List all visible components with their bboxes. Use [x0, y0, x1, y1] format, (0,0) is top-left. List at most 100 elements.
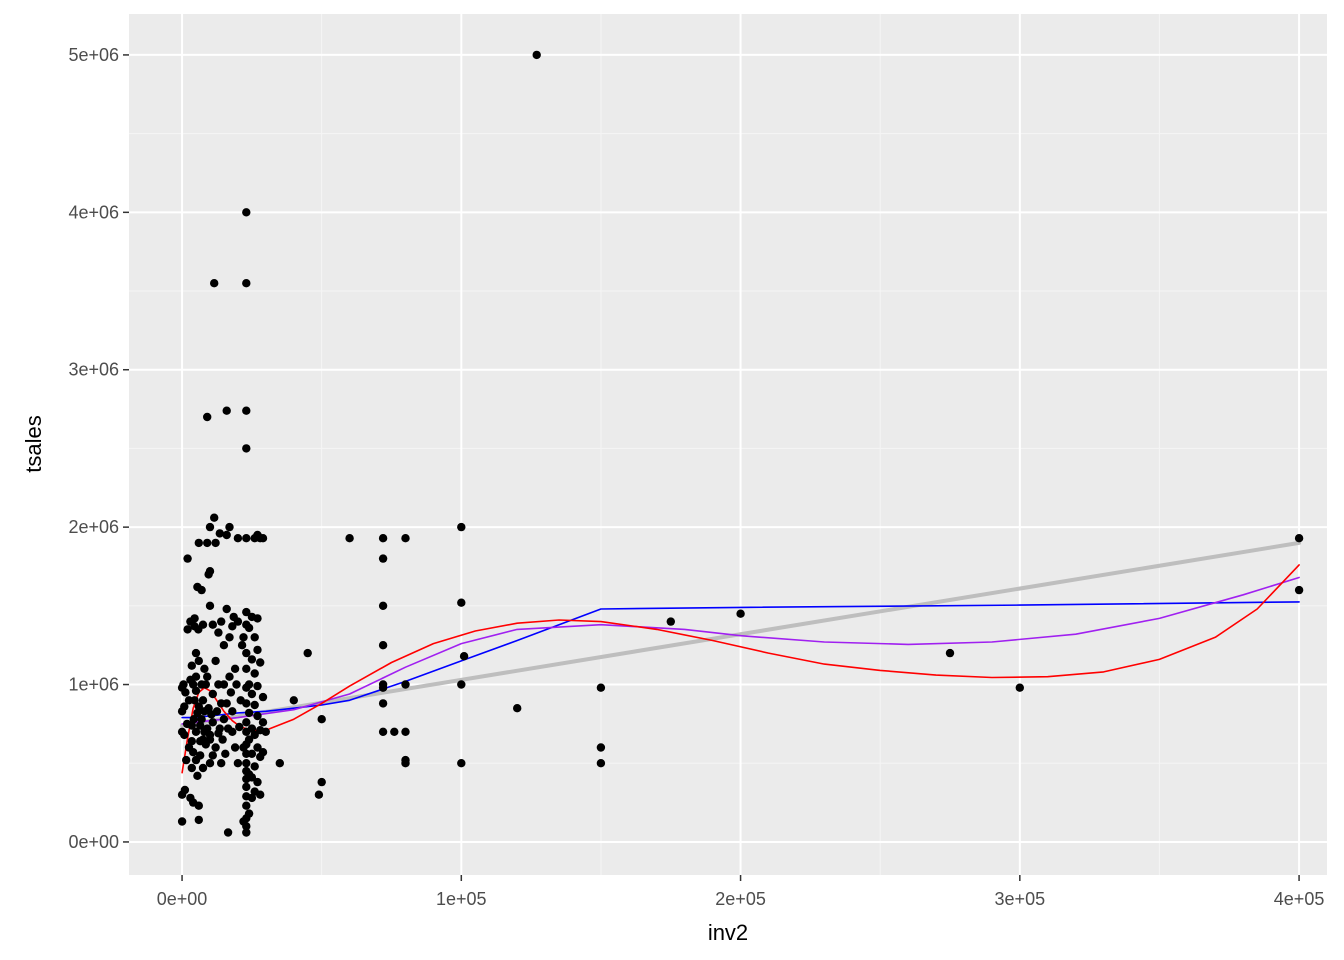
data-point [201, 680, 210, 689]
data-point [253, 777, 262, 787]
data-point [258, 534, 268, 543]
data-point [197, 715, 206, 724]
data-point [198, 620, 208, 629]
data-point [378, 699, 388, 708]
data-point [390, 727, 399, 736]
data-point [244, 809, 254, 818]
data-point [459, 652, 469, 661]
data-point [1294, 534, 1304, 543]
data-point [190, 614, 199, 623]
data-point [256, 790, 265, 799]
data-point [205, 567, 215, 576]
data-point [190, 696, 199, 705]
data-point [378, 601, 388, 610]
data-point [200, 664, 209, 673]
data-point [205, 730, 215, 740]
fit-line [181, 601, 1300, 719]
data-point [194, 702, 203, 711]
data-point [244, 680, 254, 689]
data-point [242, 279, 251, 288]
grid-major [129, 14, 1327, 875]
data-point [239, 633, 248, 642]
data-point [303, 648, 312, 658]
data-point [228, 622, 237, 631]
data-point [228, 727, 237, 736]
data-point [250, 633, 259, 642]
data-point [194, 815, 203, 825]
data-point [275, 759, 284, 768]
data-point [736, 609, 745, 618]
data-point [212, 707, 222, 716]
data-point [256, 658, 265, 667]
data-point [198, 763, 208, 773]
data-point [208, 620, 217, 629]
data-point [247, 655, 257, 664]
data-point [666, 617, 675, 626]
data-point [219, 715, 229, 724]
data-point [182, 755, 191, 765]
data-point [230, 664, 240, 673]
data-point [217, 759, 226, 768]
data-point [253, 743, 262, 752]
x-tick-label: 3e+05 [995, 889, 1046, 909]
data-point [180, 702, 189, 711]
data-point [223, 828, 233, 837]
data-point [215, 529, 224, 538]
data-point [317, 777, 326, 787]
y-tick-label: 2e+06 [68, 517, 119, 537]
data-point [401, 727, 410, 736]
data-point [225, 633, 234, 642]
data-point [191, 648, 201, 658]
data-point [187, 763, 196, 773]
data-point [244, 708, 254, 718]
data-point [253, 614, 262, 623]
data-point [197, 585, 206, 595]
data-point [194, 538, 203, 548]
data-point [242, 208, 251, 217]
y-tick-label: 0e+00 [68, 832, 119, 852]
data-point [242, 828, 251, 837]
data-point [242, 648, 251, 658]
data-point [378, 554, 388, 563]
data-point [247, 793, 257, 803]
data-point [219, 680, 229, 689]
data-point [203, 538, 212, 548]
x-tick-label: 1e+05 [436, 889, 487, 909]
data-point [457, 598, 466, 607]
data-point [191, 727, 201, 736]
data-point [253, 645, 262, 655]
data-point [208, 718, 217, 727]
data-point [225, 672, 234, 681]
data-point [214, 628, 223, 637]
data-point [253, 711, 262, 721]
data-point [247, 724, 257, 733]
data-point [208, 751, 217, 760]
data-point [222, 699, 231, 708]
data-point [191, 686, 201, 695]
data-point [244, 623, 254, 633]
data-point [242, 759, 251, 768]
y-tick-label: 1e+06 [68, 675, 119, 695]
data-point [258, 748, 268, 757]
data-point [222, 530, 231, 540]
data-points [177, 50, 1304, 837]
data-point [179, 680, 188, 689]
data-point [401, 534, 410, 543]
data-point [211, 743, 220, 752]
data-point [205, 759, 215, 768]
data-point [401, 680, 410, 689]
grid-minor [129, 14, 1327, 875]
data-point [242, 444, 251, 453]
data-point [378, 727, 388, 736]
data-point [193, 771, 202, 780]
data-point [183, 554, 192, 563]
data-point [401, 755, 410, 765]
data-point [235, 722, 244, 732]
data-point [191, 672, 201, 681]
data-point [222, 406, 231, 415]
data-point [228, 707, 237, 716]
data-point [233, 617, 243, 626]
data-point [317, 715, 326, 724]
data-point [378, 641, 388, 650]
data-point [203, 724, 212, 733]
